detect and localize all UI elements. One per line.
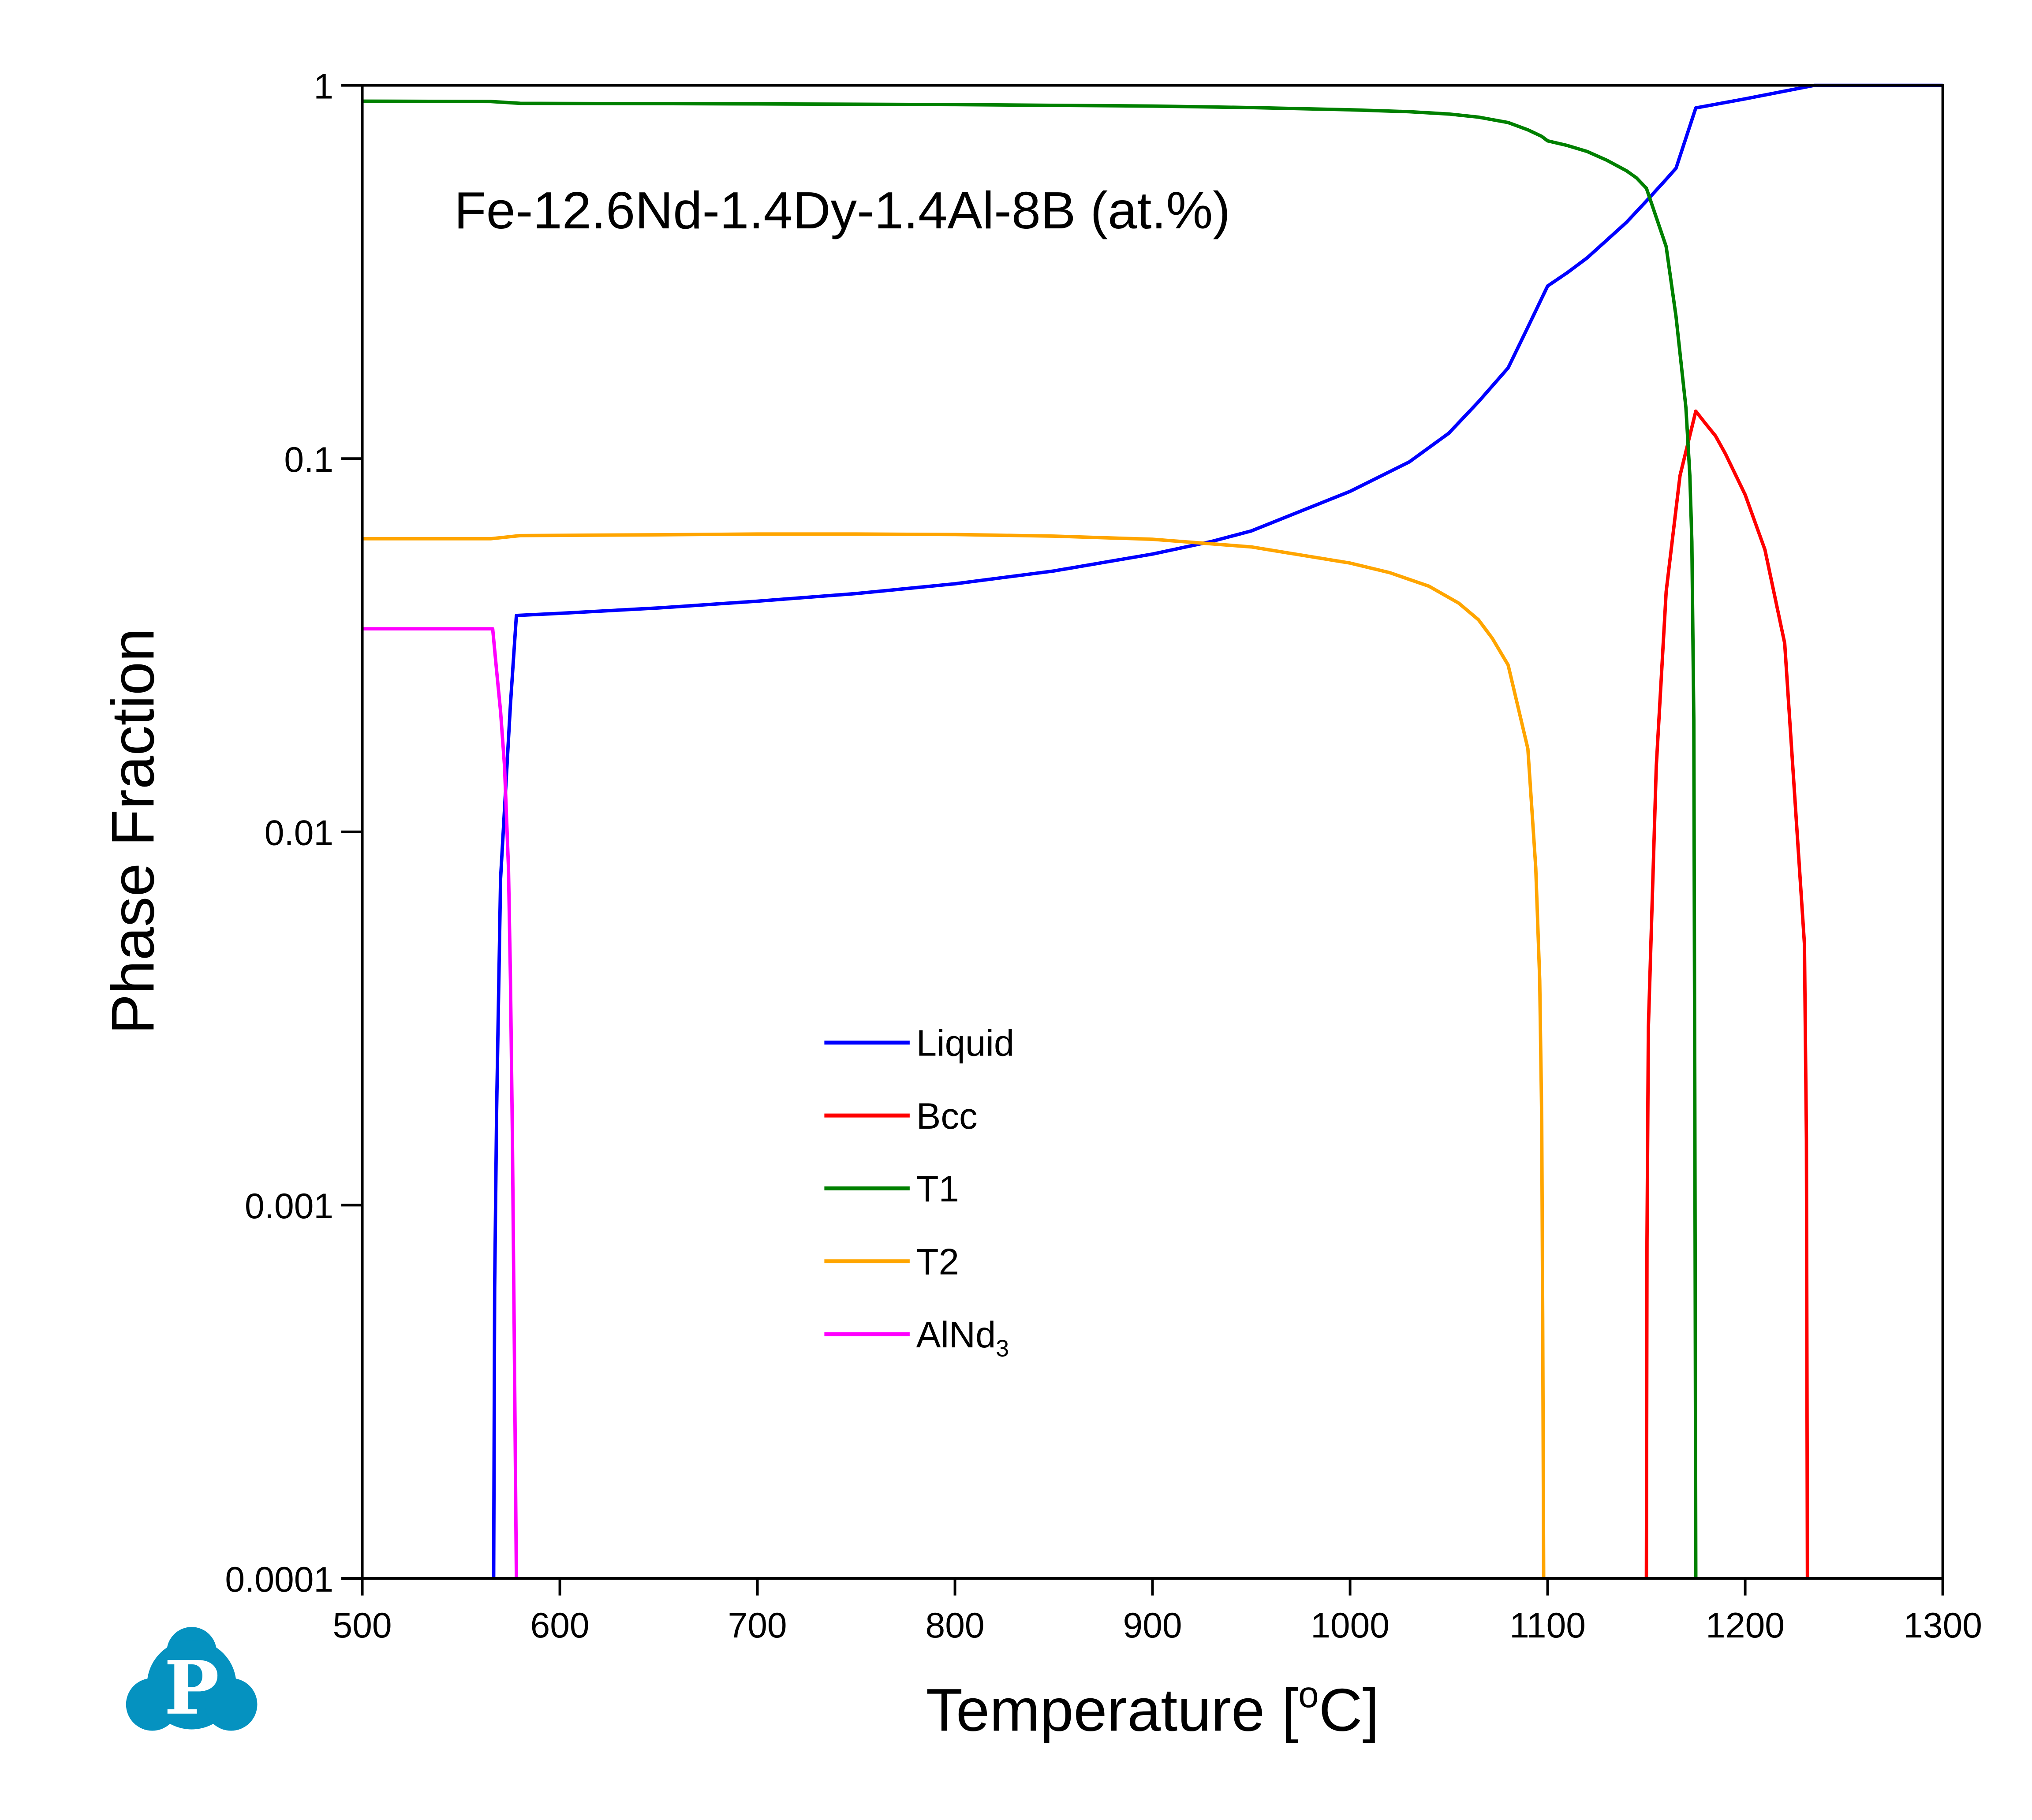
y-tick-label: 0.1	[284, 440, 333, 480]
x-axis: 500 600 700 800 900 1000 1100 1200 1300	[333, 1578, 1982, 1645]
y-axis: 1 0.1 0.01 0.001 0.0001	[225, 67, 362, 1600]
legend-item-liquid: Liquid	[824, 1023, 1014, 1064]
y-tick-label: 0.0001	[225, 1560, 333, 1600]
x-axis-title-pre: Temperature [	[926, 1676, 1299, 1744]
x-tick-label: 800	[926, 1606, 985, 1645]
series-layer	[362, 83, 1943, 1579]
series-line-bcc	[1644, 409, 1809, 1578]
series-line-t2	[362, 532, 1546, 1578]
legend-label: T2	[916, 1241, 959, 1282]
x-tick-label: 1100	[1509, 1606, 1586, 1645]
series-line-liquid	[492, 83, 1943, 1578]
series-line-alnd3	[362, 627, 518, 1579]
x-tick-label: 700	[728, 1606, 787, 1645]
logo-circle-right	[205, 1678, 258, 1731]
y-axis-title: Phase Fraction	[99, 628, 167, 1034]
series-line-t1	[362, 99, 1698, 1578]
legend-label: Liquid	[916, 1023, 1014, 1064]
y-tick-label: 0.001	[245, 1186, 333, 1226]
legend-label: Bcc	[916, 1096, 978, 1137]
logo-circle-left	[126, 1678, 179, 1731]
legend: Liquid Bcc T1 T2 AlNd3	[824, 1023, 1014, 1362]
legend-item-t2: T2	[824, 1241, 959, 1282]
x-tick-label: 600	[530, 1606, 590, 1645]
x-tick-label: 900	[1123, 1606, 1182, 1645]
y-tick-label: 0.01	[265, 813, 333, 853]
legend-item-alnd3: AlNd3	[824, 1314, 1009, 1362]
x-axis-title-post: C]	[1319, 1676, 1379, 1744]
x-axis-title-sup: o	[1298, 1674, 1319, 1715]
x-tick-label: 500	[333, 1606, 392, 1645]
legend-label: T1	[916, 1168, 959, 1209]
y-tick-label: 1	[314, 67, 333, 106]
legend-label: AlNd3	[916, 1314, 1009, 1362]
composition-annotation: Fe-12.6Nd-1.4Dy-1.4Al-8B (at.%)	[454, 181, 1230, 240]
legend-item-t1: T1	[824, 1168, 959, 1209]
logo-letter: P	[164, 1645, 219, 1731]
legend-item-bcc: Bcc	[824, 1096, 978, 1137]
logo: P	[126, 1627, 258, 1731]
x-tick-label: 1300	[1903, 1606, 1982, 1645]
x-axis-title: Temperature [oC]	[926, 1674, 1379, 1744]
x-tick-label: 1200	[1706, 1606, 1785, 1645]
x-tick-label: 1000	[1311, 1606, 1390, 1645]
